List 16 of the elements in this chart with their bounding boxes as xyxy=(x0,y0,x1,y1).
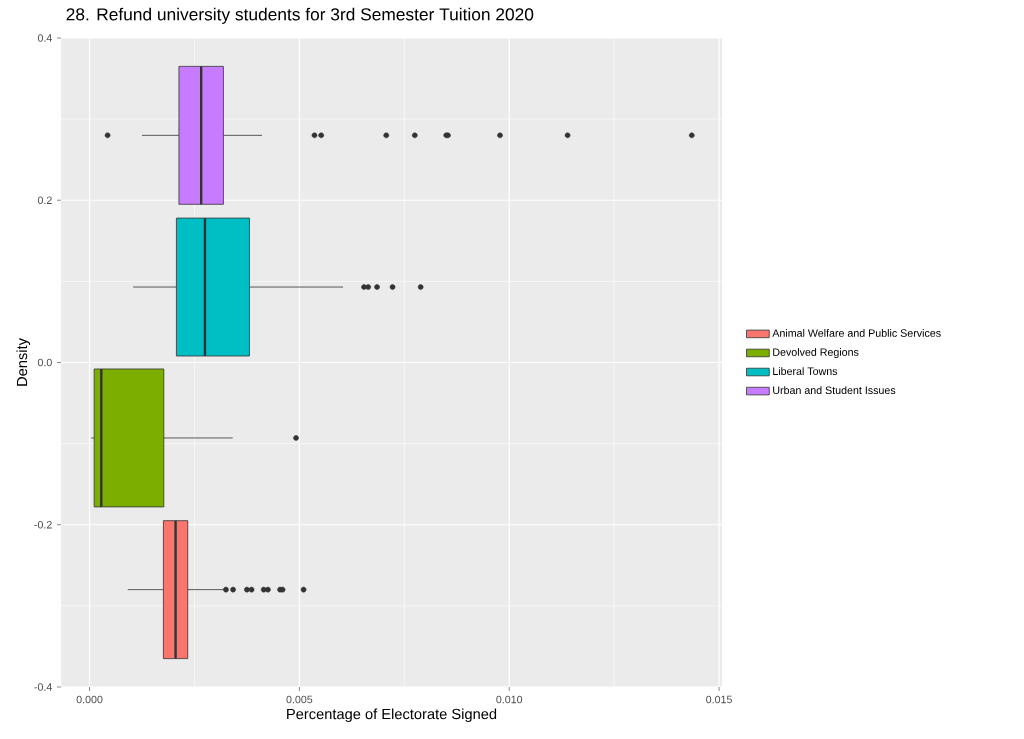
legend-label: Liberal Towns xyxy=(773,367,838,375)
y-tick-label: 0.0 xyxy=(37,358,52,367)
y-tick-label: 0.4 xyxy=(37,34,52,42)
x-tick-label: 0.010 xyxy=(496,695,523,704)
y-tick-label: 0.2 xyxy=(37,196,52,205)
x-tick-label: 0.015 xyxy=(706,695,732,704)
x-tick-label: 0.000 xyxy=(76,695,103,704)
x-tick-label: 0.005 xyxy=(286,695,313,704)
legend-label: Devolved Regions xyxy=(773,348,859,359)
legend-label: Animal Welfare and Public Services xyxy=(772,329,941,337)
chart-title: 28. Refund university students for 3rd Semester Tuition 2020 xyxy=(66,7,534,24)
legend-label: Urban and Student Issues xyxy=(773,386,896,395)
x-axis-title: Percentage of Electorate Signed xyxy=(287,708,497,723)
y-tick-label: -0.4 xyxy=(34,683,52,691)
y-tick-label: -0.2 xyxy=(34,520,52,529)
y-axis-title: Density xyxy=(16,338,31,386)
